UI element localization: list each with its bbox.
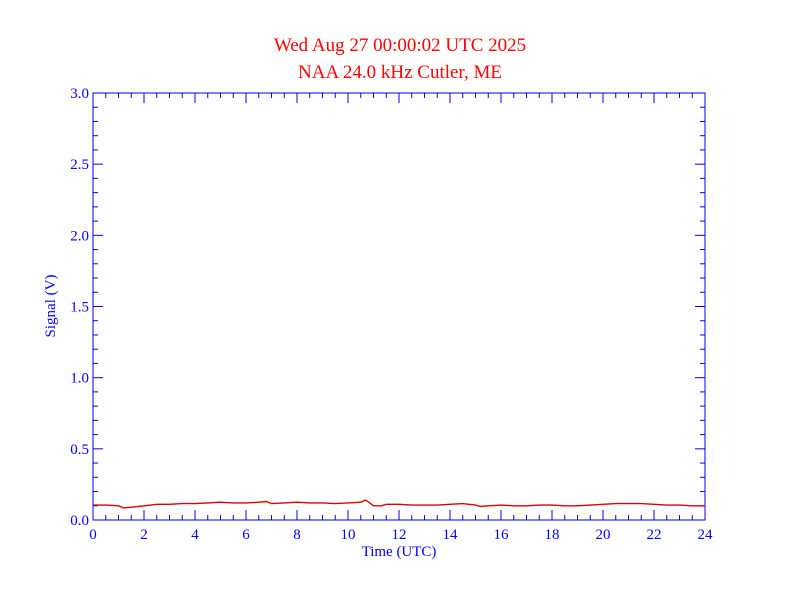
x-tick-label: 0 xyxy=(89,527,97,543)
x-tick-label: 20 xyxy=(596,527,611,543)
y-axis-label: Signal (V) xyxy=(43,275,59,338)
x-tick-label: 14 xyxy=(443,527,459,543)
x-tick-label: 2 xyxy=(140,527,148,543)
x-tick-label: 24 xyxy=(698,527,714,543)
x-tick-label: 4 xyxy=(191,527,199,543)
x-tick-label: 18 xyxy=(545,527,560,543)
y-tick-label: 3.0 xyxy=(70,86,89,102)
y-tick-label: 2.5 xyxy=(70,157,89,173)
x-axis-label: Time (UTC) xyxy=(362,544,437,560)
plot-frame xyxy=(92,92,706,521)
series-line xyxy=(93,499,705,509)
axis-ticks xyxy=(92,92,706,521)
y-tick-label: 0.0 xyxy=(70,513,89,529)
series-layer xyxy=(93,499,705,509)
y-tick-label: 1.5 xyxy=(70,300,89,316)
x-tick-label: 6 xyxy=(242,527,250,543)
x-tick-label: 12 xyxy=(392,527,407,543)
x-tick-label: 10 xyxy=(341,527,356,543)
x-tick-label: 16 xyxy=(494,527,510,543)
chart-subtitle: NAA 24.0 kHz Cutler, ME xyxy=(298,62,502,83)
y-tick-label: 2.0 xyxy=(70,228,89,244)
chart-title: Wed Aug 27 00:00:02 UTC 2025 xyxy=(274,35,526,56)
y-tick-label: 0.5 xyxy=(70,442,89,458)
x-tick-label: 22 xyxy=(647,527,662,543)
y-tick-label: 1.0 xyxy=(70,371,89,387)
tick-labels: 0 2 4 6 8 10 12 14 16 18 20 22 240.00.51.01.52.02.53… xyxy=(70,86,713,543)
x-tick-label: 8 xyxy=(293,527,301,543)
